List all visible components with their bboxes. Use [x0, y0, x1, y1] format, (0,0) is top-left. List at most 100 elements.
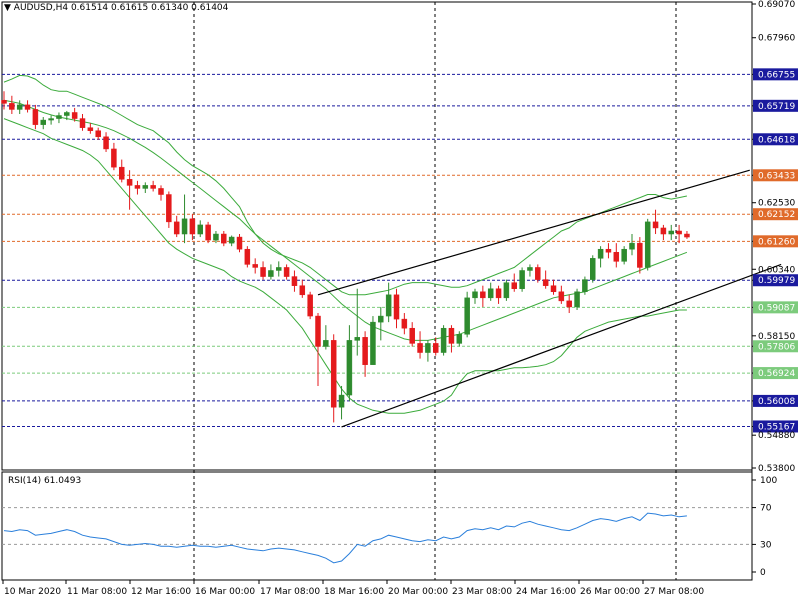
bear-candle: [660, 227, 667, 235]
bull-candle: [56, 115, 62, 119]
bollinger-lower: [3, 118, 687, 414]
bear-candle: [103, 136, 109, 150]
bull-candle: [197, 224, 203, 235]
bull-candle: [323, 340, 329, 347]
main-panel-frame: [1, 1, 753, 471]
chevron-down-icon[interactable]: ▼: [4, 3, 11, 13]
bear-candle: [87, 127, 94, 131]
bull-candle: [440, 327, 447, 353]
bear-candle: [480, 291, 486, 299]
bear-candle: [605, 248, 612, 253]
bear-candle: [79, 118, 86, 128]
price-tick-label: 0.63433: [758, 171, 795, 181]
bull-candle: [425, 343, 431, 353]
bull-candle: [40, 119, 46, 125]
time-tick-label: 11 Mar 08:00: [67, 587, 127, 597]
time-tick-label: 20 Mar 00:00: [388, 587, 448, 597]
price-tick-label: 0.62530: [758, 199, 795, 209]
bull-candle: [621, 248, 627, 262]
channel-lower-line[interactable]: [341, 263, 782, 428]
bear-candle: [433, 343, 439, 353]
bear-candle: [205, 224, 211, 241]
time-tick-label: 12 Mar 16:00: [131, 587, 191, 597]
bull-candle: [668, 230, 674, 235]
price-tick-label: 0.56924: [758, 369, 795, 379]
price-tick-label: 0.57806: [758, 342, 795, 352]
price-tick-label: 0.53800: [758, 464, 795, 474]
price-tick-label: 0.61260: [758, 237, 795, 247]
ohlc-values: 0.61514 0.61615 0.61340 0.61404: [70, 3, 229, 13]
price-level-badge: [753, 274, 798, 287]
price-level-badge: [753, 340, 798, 353]
bull-candle: [354, 337, 360, 341]
bull-candle: [276, 267, 282, 271]
bull-candle: [456, 334, 463, 344]
bollinger-middle: [3, 99, 688, 341]
bear-candle: [637, 242, 643, 268]
bear-candle: [307, 294, 313, 317]
price-level-badge: [753, 99, 798, 112]
price-tick-label: 0.58150: [758, 332, 795, 342]
bull-candle: [503, 282, 510, 299]
bear-candle: [166, 194, 172, 223]
bear-candle: [401, 318, 408, 329]
bull-candle: [142, 185, 149, 189]
bull-candle: [385, 294, 392, 317]
bear-candle: [32, 109, 39, 125]
price-tick-label: 0.59087: [758, 303, 795, 313]
price-level-badge: [753, 394, 798, 407]
bollinger-upper: [3, 74, 688, 296]
bull-candle: [644, 221, 651, 268]
bear-candle: [542, 279, 549, 286]
rsi-tick-label: 30: [760, 540, 772, 550]
price-tick-label: 0.67960: [758, 34, 795, 44]
bull-candle: [228, 236, 235, 244]
price-tick-label: 0.59979: [758, 276, 795, 286]
bull-candle: [590, 258, 596, 280]
bull-candle: [519, 270, 525, 289]
bear-candle: [417, 343, 423, 353]
bear-candle: [95, 130, 101, 138]
rsi-title: RSI(14) 61.0493: [8, 476, 82, 486]
bull-candle: [487, 288, 494, 299]
price-level-badge: [753, 133, 798, 146]
bear-candle: [9, 103, 15, 110]
bear-candle: [236, 236, 243, 250]
price-level-badge: [753, 301, 798, 314]
bear-candle: [684, 233, 690, 238]
bull-candle: [370, 321, 376, 365]
bull-candle: [48, 118, 54, 121]
bull-candle: [464, 297, 470, 335]
bull-candle: [16, 104, 23, 110]
bull-candle: [472, 291, 478, 299]
price-tick-label: 0.62152: [758, 210, 795, 220]
rsi-tick-label: 0: [760, 568, 766, 578]
bear-candle: [24, 104, 31, 110]
bear-candle: [252, 264, 258, 268]
price-level-badge: [753, 235, 798, 248]
rsi-tick-label: 100: [760, 476, 777, 486]
rsi-panel-frame: [1, 471, 753, 581]
channel-upper-line[interactable]: [317, 169, 750, 296]
time-tick-label: 10 Mar 2020: [4, 587, 61, 597]
bear-candle: [260, 267, 266, 277]
time-tick-label: 27 Mar 08:00: [644, 587, 704, 597]
bear-candle: [393, 294, 400, 320]
bear-candle: [362, 337, 368, 365]
time-tick-label: 16 Mar 00:00: [195, 587, 255, 597]
chart-header: ▼ AUDUSD,H4 0.61514 0.61615 0.61340 0.61…: [4, 3, 228, 13]
bear-candle: [613, 252, 620, 262]
bull-candle: [338, 394, 345, 408]
bull-candle: [378, 315, 384, 323]
bear-candle: [111, 148, 117, 168]
bear-candle: [535, 267, 541, 280]
bear-candle: [409, 327, 415, 344]
bull-candle: [527, 267, 533, 271]
bull-candle: [64, 112, 70, 116]
price-tick-label: 0.66755: [758, 70, 795, 80]
price-tick-label: 0.54880: [758, 431, 795, 441]
bear-candle: [283, 267, 290, 277]
bear-candle: [221, 233, 227, 244]
